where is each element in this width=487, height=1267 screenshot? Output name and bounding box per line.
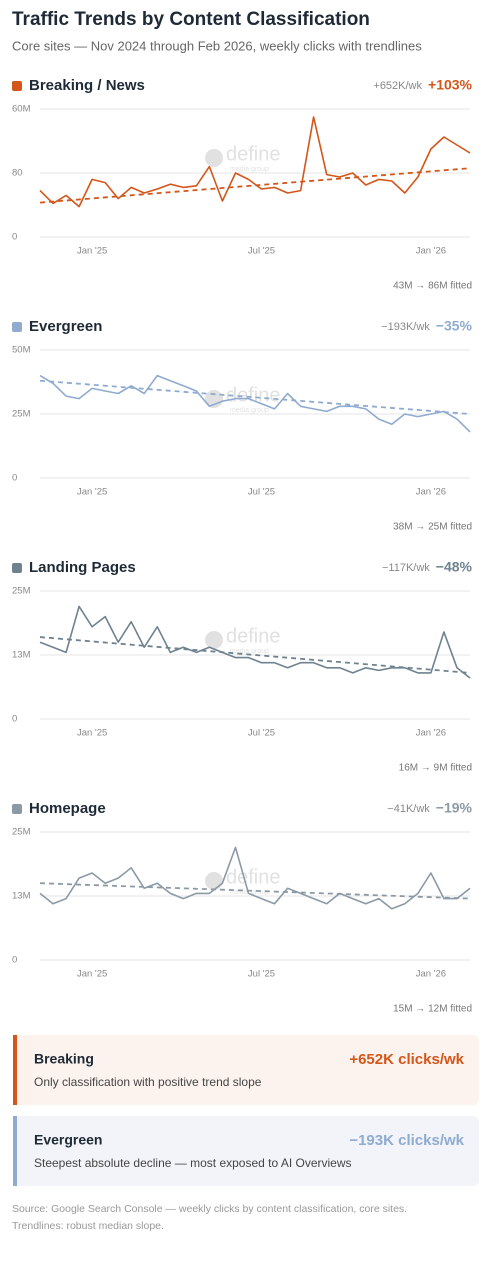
x-tick-label: Jan '26 bbox=[416, 969, 446, 980]
fitted-label: 43M → 86M fitted bbox=[393, 281, 472, 292]
y-tick-label: 25M bbox=[12, 827, 31, 838]
legend-swatch bbox=[12, 804, 22, 814]
fitted-label: 15M → 12M fitted bbox=[393, 1004, 472, 1015]
legend-swatch bbox=[12, 81, 22, 91]
card bbox=[13, 1116, 479, 1186]
change-label: +103% bbox=[428, 77, 473, 93]
x-tick-label: Jul '25 bbox=[248, 487, 275, 498]
x-tick-label: Jan '25 bbox=[77, 246, 107, 257]
page-subtitle: Core sites — Nov 2024 through Feb 2026, … bbox=[12, 38, 422, 53]
slope-label: +652K/wk bbox=[373, 80, 422, 92]
panel-title: Breaking / News bbox=[29, 77, 145, 94]
fitted-label: 38M → 25M fitted bbox=[393, 522, 472, 533]
watermark-subtext: media group bbox=[230, 407, 269, 414]
watermark-logo bbox=[205, 149, 223, 167]
x-tick-label: Jan '26 bbox=[416, 487, 446, 498]
slope-label: −117K/wk bbox=[382, 562, 430, 574]
panel-title: Homepage bbox=[29, 800, 106, 817]
y-tick-label: 80 bbox=[12, 168, 23, 179]
page-title: Traffic Trends by Content Classification bbox=[12, 9, 370, 30]
watermark-text: define bbox=[226, 143, 281, 165]
data-line bbox=[39, 374, 471, 433]
y-tick-label: 25M bbox=[12, 586, 31, 597]
watermark-subtext: media group bbox=[230, 166, 269, 173]
card-text: Steepest absolute decline — most exposed… bbox=[34, 1156, 352, 1170]
watermark-subtext: media group bbox=[230, 648, 269, 655]
y-tick-label: 13M bbox=[12, 650, 31, 661]
legend-swatch bbox=[12, 322, 22, 332]
x-tick-label: Jul '25 bbox=[248, 969, 275, 980]
change-label: −48% bbox=[436, 559, 473, 575]
y-tick-label: 0 bbox=[12, 955, 17, 966]
watermark-text: define bbox=[226, 384, 281, 406]
card-value: +652K clicks/wk bbox=[349, 1051, 464, 1068]
x-tick-label: Jan '26 bbox=[416, 728, 446, 739]
card-title: Breaking bbox=[34, 1051, 94, 1067]
data-line bbox=[39, 116, 471, 208]
x-tick-label: Jan '25 bbox=[77, 969, 107, 980]
card-accent bbox=[13, 1035, 17, 1105]
x-tick-label: Jan '25 bbox=[77, 487, 107, 498]
y-tick-label: 25M bbox=[12, 409, 31, 420]
change-label: −19% bbox=[436, 800, 473, 816]
watermark-logo bbox=[205, 872, 223, 890]
x-tick-label: Jan '25 bbox=[77, 728, 107, 739]
data-line bbox=[39, 846, 471, 910]
panel-title: Landing Pages bbox=[29, 559, 136, 576]
data-line bbox=[39, 605, 471, 679]
watermark-subtext: media group bbox=[230, 889, 269, 896]
y-tick-label: 0 bbox=[12, 473, 17, 484]
watermark-text: define bbox=[226, 625, 281, 647]
y-tick-label: 0 bbox=[12, 232, 17, 243]
y-tick-label: 50M bbox=[12, 345, 31, 356]
x-tick-label: Jan '26 bbox=[416, 246, 446, 257]
card-accent bbox=[13, 1116, 17, 1186]
x-tick-label: Jul '25 bbox=[248, 728, 275, 739]
source-note: Source: Google Search Console — weekly c… bbox=[12, 1203, 407, 1215]
y-tick-label: 0 bbox=[12, 714, 17, 725]
legend-swatch bbox=[12, 563, 22, 573]
card-text: Only classification with positive trend … bbox=[34, 1075, 262, 1089]
card bbox=[13, 1035, 479, 1105]
slope-label: −193K/wk bbox=[381, 321, 430, 333]
source-note: Trendlines: robust median slope. bbox=[12, 1220, 164, 1232]
slope-label: −41K/wk bbox=[387, 803, 430, 815]
watermark-text: define bbox=[226, 866, 281, 888]
x-tick-label: Jul '25 bbox=[248, 246, 275, 257]
card-title: Evergreen bbox=[34, 1132, 102, 1148]
change-label: −35% bbox=[436, 318, 473, 334]
y-tick-label: 13M bbox=[12, 891, 31, 902]
fitted-label: 16M → 9M fitted bbox=[399, 763, 472, 774]
panel-title: Evergreen bbox=[29, 318, 102, 335]
y-tick-label: 60M bbox=[12, 104, 31, 115]
watermark-logo bbox=[205, 631, 223, 649]
card-value: −193K clicks/wk bbox=[349, 1132, 464, 1149]
